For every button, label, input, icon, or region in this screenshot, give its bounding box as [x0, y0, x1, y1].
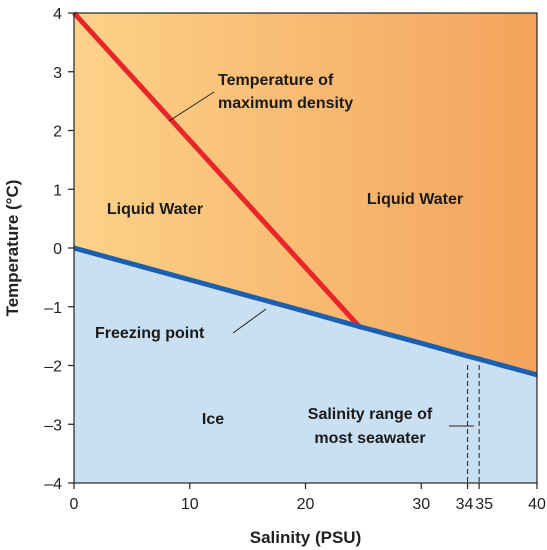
annotation-freezing-point-leader: [232, 308, 267, 334]
y-tick-label: –3: [44, 417, 62, 434]
annotation-seawater-line1: Salinity range of: [308, 406, 433, 423]
y-axis-title: Temperature (°C): [3, 180, 22, 317]
x-tick-label: 40: [528, 496, 546, 513]
region-label-liquid-water-right: Liquid Water: [367, 191, 463, 208]
x-tick-label: 20: [297, 496, 315, 513]
annotation-seawater-line2: most seawater: [314, 430, 425, 447]
y-tick-label: –1: [44, 300, 62, 317]
y-tick-label: 2: [53, 124, 62, 141]
y-tick-label: –2: [44, 359, 62, 376]
y-tick-label: 3: [53, 65, 62, 82]
freezing-point-line: [73, 245, 538, 378]
y-tick-label: 1: [53, 182, 62, 199]
region-label-liquid-water-left: Liquid Water: [107, 201, 203, 218]
y-tick-label: 4: [53, 6, 62, 23]
annotation-max-density-leader: [168, 91, 215, 122]
x-tick-label: 10: [181, 496, 199, 513]
x-tick-label: 35: [475, 496, 493, 513]
annotation-max-density-line1: Temperature of: [218, 72, 334, 89]
y-tick-label: 0: [53, 241, 62, 258]
y-tick-label: –4: [44, 476, 62, 493]
ice-region: [74, 248, 537, 483]
annotation-freezing-point: Freezing point: [95, 325, 205, 342]
region-label-ice: Ice: [202, 411, 224, 428]
maximum-density-line: [72, 11, 362, 329]
x-tick-label: 30: [412, 496, 430, 513]
annotation-max-density-line2: maximum density: [218, 95, 353, 112]
x-axis-title: Salinity (PSU): [250, 528, 361, 547]
x-tick-label: 34: [456, 496, 474, 513]
x-tick-label: 0: [70, 496, 79, 513]
